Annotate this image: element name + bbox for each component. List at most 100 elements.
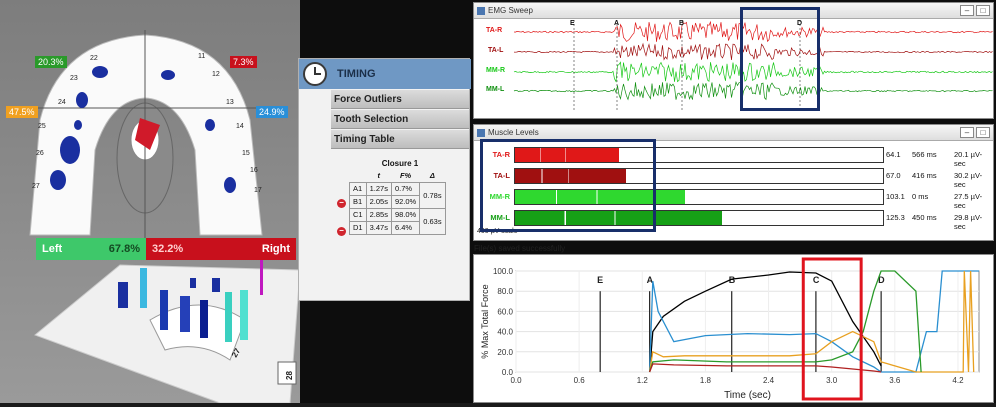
muscle-level-label: TA-R (492, 150, 510, 159)
x-tick-label: 2.4 (763, 376, 775, 385)
left-value: 67.8% (108, 243, 140, 255)
arch-graphic: 22 23 24 25 26 27 11 12 13 14 15 16 17 (20, 30, 300, 403)
timing-panel: TIMING Force Outliers Tooth Selection Ti… (298, 58, 471, 301)
svg-text:13: 13 (226, 99, 234, 106)
row-force: 6.4% (390, 220, 421, 235)
row-id: A1 (349, 181, 367, 196)
remove-closure-a-icon[interactable]: − (337, 199, 346, 208)
row-force: 92.0% (390, 194, 421, 209)
remove-closure-c-icon[interactable]: − (337, 227, 346, 236)
svg-text:26: 26 (36, 150, 44, 157)
row-id: B1 (349, 194, 367, 209)
emg-trace-mm-l (513, 80, 993, 101)
svg-text:14: 14 (236, 123, 244, 130)
muscle-level-label: MM-L (490, 213, 510, 222)
channel-label: MM-R (486, 67, 506, 74)
emg-sweep-titlebar[interactable]: EMG Sweep – □ (474, 3, 993, 19)
y-axis-label: % Max Total Force (480, 284, 490, 358)
x-tick-label: 3.6 (889, 376, 901, 385)
timing-table: t F% Δ A1 1.27s 0.7% 0.78s B1 2.05s 92.0… (349, 169, 446, 235)
muscle-levels-window: Muscle Levels – □ TA-R 64.1 566 ms 20.1 µV-… (473, 124, 994, 241)
muscle-level-value: 64.1 (886, 150, 901, 159)
right-anterior-percent: 7.3% (230, 56, 257, 68)
muscle-level-bar (515, 169, 626, 183)
col-id (350, 169, 367, 182)
row-time: 3.47s (365, 220, 392, 235)
timing-title: TIMING (337, 68, 376, 80)
force-series-line (648, 270, 975, 373)
marker-label-b: B (729, 275, 736, 285)
table-row: A1 1.27s 0.7% 0.78s (349, 181, 446, 209)
emg-trace-ta-l (513, 42, 993, 61)
left-right-balance-bar: Left 67.8% 32.2% Right (36, 238, 296, 260)
window-icon (477, 129, 485, 137)
right-label: Right (261, 243, 290, 255)
muscle-level-track (514, 168, 884, 184)
y-tick-label: 100.0 (493, 267, 514, 276)
left-posterior-percent: 47.5% (6, 106, 38, 118)
muscle-levels-titlebar[interactable]: Muscle Levels – □ (474, 125, 993, 141)
muscle-level-integral: 30.2 µV-sec (954, 171, 983, 189)
emg-trace-ta-r (513, 20, 993, 43)
muscle-level-track (514, 189, 884, 205)
window-icon (477, 7, 485, 15)
svg-text:22: 22 (90, 55, 98, 62)
channel-label: MM-L (486, 86, 505, 93)
emg-trace-mm-r (513, 61, 993, 83)
muscle-level-label: MM-R (489, 192, 510, 201)
force-series-line (648, 270, 979, 373)
muscle-level-integral: 20.1 µV-sec (954, 150, 983, 168)
emg-highlight-box (740, 7, 820, 111)
timing-header[interactable]: TIMING (299, 59, 471, 89)
marker-label-d: D (878, 275, 885, 285)
muscle-highlight-box (480, 139, 656, 232)
y-tick-label: 40.0 (497, 328, 513, 337)
maximize-button[interactable]: □ (976, 5, 990, 16)
tab-timing-table[interactable]: Timing Table (331, 130, 469, 149)
maximize-button[interactable]: □ (976, 127, 990, 138)
y-tick-label: 60.0 (497, 307, 513, 316)
emg-marker-e: E (570, 20, 575, 27)
closure-title: Closure 1 (381, 159, 419, 168)
marker-label-c: C (813, 275, 820, 285)
emg-sweep-title: EMG Sweep (488, 6, 533, 15)
x-tick-label: 4.2 (952, 376, 964, 385)
svg-text:15: 15 (242, 150, 250, 157)
minimize-button[interactable]: – (960, 127, 974, 138)
row-id: D1 (349, 220, 367, 235)
row-delta: 0.78s (419, 181, 446, 209)
row-force: 0.7% (390, 181, 421, 196)
marker-label-e: E (597, 275, 603, 285)
left-label: Left (42, 243, 63, 255)
tab-force-outliers[interactable]: Force Outliers (331, 90, 469, 109)
col-delta: Δ (429, 170, 435, 180)
x-tick-label: 0.6 (574, 376, 586, 385)
emg-marker-a: A (614, 20, 620, 27)
muscle-level-integral: 29.8 µV-sec (954, 213, 983, 231)
svg-text:16: 16 (250, 167, 258, 174)
muscle-level-value: 103.1 (886, 192, 905, 201)
muscle-level-time: 566 ms (912, 150, 937, 159)
emg-marker-b: B (679, 20, 685, 27)
left-balance: Left 67.8% (36, 238, 146, 260)
muscle-level-value: 67.0 (886, 171, 901, 180)
muscle-levels-title: Muscle Levels (488, 128, 539, 137)
y-tick-label: 0.0 (502, 368, 514, 377)
svg-text:23: 23 (70, 75, 78, 82)
emg-sweep-window: EMG Sweep – □ TA-R TA-L MM-R MM-L E A B … (473, 2, 994, 119)
left-anterior-percent: 20.3% (35, 56, 67, 68)
muscle-level-bar (515, 190, 686, 204)
x-tick-label: 1.2 (637, 376, 649, 385)
svg-text:24: 24 (58, 99, 66, 106)
emg-marker-d: D (797, 20, 803, 27)
tab-tooth-selection[interactable]: Tooth Selection (331, 110, 469, 129)
svg-text:17: 17 (254, 187, 262, 194)
muscle-level-time: 0 ms (912, 192, 929, 201)
x-axis-label: Time (sec) (724, 390, 771, 401)
channel-label: TA-R (486, 27, 503, 34)
minimize-button[interactable]: – (960, 5, 974, 16)
x-tick-label: 1.8 (700, 376, 712, 385)
muscle-level-bar (515, 148, 619, 162)
col-t: t (377, 170, 381, 180)
